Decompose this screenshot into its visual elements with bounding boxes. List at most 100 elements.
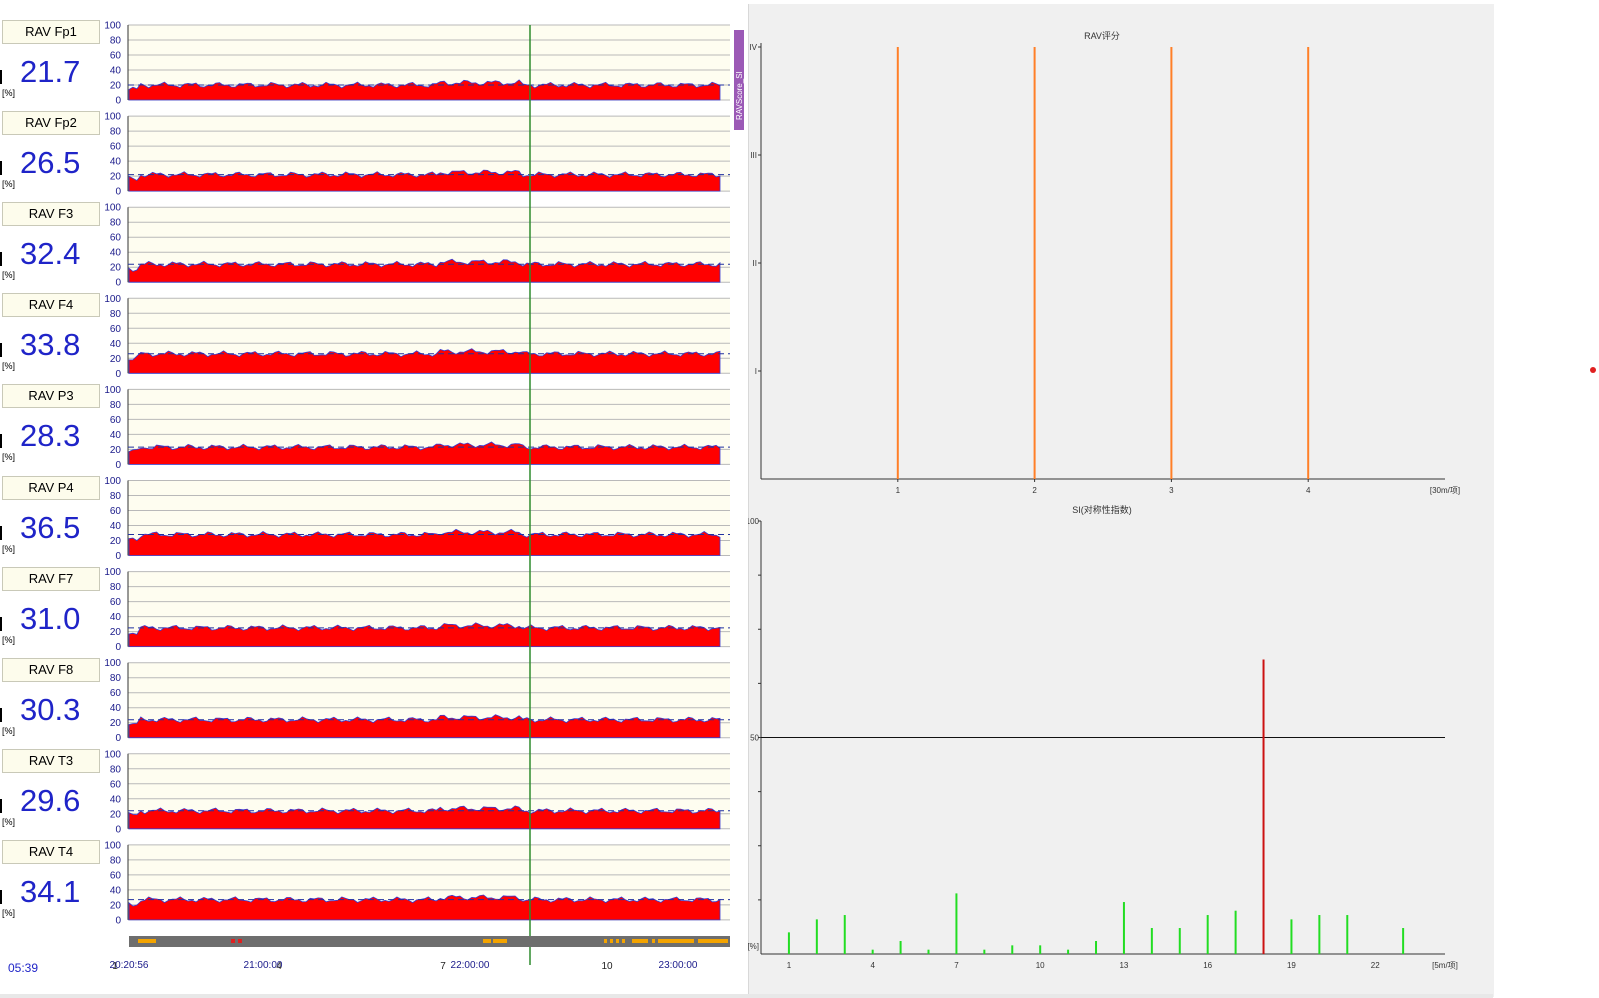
channel-value: 29.6: [20, 782, 81, 818]
channel-unit: [%]: [2, 725, 16, 736]
trace-tick-label: 20: [110, 354, 122, 365]
event-mark: [652, 939, 655, 943]
trace-tick-label: 0: [115, 278, 121, 289]
chart1-x-tick-label: 4: [1306, 486, 1311, 495]
chart1-y-tick-label: I: [755, 367, 757, 376]
time-axis-label: 21:00:00: [244, 960, 283, 971]
chart1-y-tick-label: IV: [749, 43, 757, 52]
trace-tick-label: 60: [110, 324, 122, 335]
trace-tick-label: 40: [110, 430, 122, 441]
trace-tick-label: 20: [110, 263, 122, 274]
trace-tick-label: 60: [110, 51, 122, 62]
trace-tick-label: 100: [104, 476, 121, 487]
chart2-x-tick-label: 16: [1203, 961, 1212, 970]
analysis-charts: RAV评分IVIIIIII1234[30m/项]SI(对称性指数)10050[%…: [748, 31, 1460, 970]
chart2-x-tick-label: 22: [1371, 961, 1380, 970]
event-mark: [632, 939, 648, 943]
channel-label: RAV T3: [2, 748, 100, 773]
trace-tick-label: 0: [115, 642, 121, 653]
channel-value: 30.3: [20, 691, 81, 727]
trace-fill: [128, 258, 721, 283]
channel-value: 34.1: [20, 873, 81, 909]
chart1-title: RAV评分: [1084, 31, 1120, 41]
trace-tick-label: 100: [104, 21, 121, 32]
row-marker: [0, 798, 2, 813]
trace-fill: [128, 894, 721, 921]
channel-unit: [%]: [2, 634, 16, 645]
channel-value: 21.7: [20, 54, 81, 89]
channel-label: RAV P4: [2, 475, 100, 500]
status-strip: [0, 994, 1493, 998]
trace-fill: [128, 169, 721, 192]
trace-tick-label: 100: [104, 294, 121, 305]
trace-tick-label: 60: [110, 506, 122, 517]
trace-tick-label: 80: [110, 582, 122, 593]
side-tab-label: RAVScore_SI: [735, 71, 744, 120]
channel-label: RAV Fp2: [2, 111, 100, 136]
trace-tick-label: 60: [110, 415, 122, 426]
trace-tick-label: 20: [110, 445, 122, 456]
chart2-title: SI(对称性指数): [1072, 504, 1132, 515]
trace-tick-label: 0: [115, 824, 121, 835]
trace-tick-label: 80: [110, 855, 122, 866]
chart2-x-tick-label: 7: [954, 961, 959, 970]
row-marker: [0, 70, 2, 84]
row-marker: [0, 525, 2, 540]
chart1-x-tick-label: 3: [1169, 486, 1174, 495]
channel-value: 26.5: [20, 145, 81, 181]
trace-tick-label: 40: [110, 612, 122, 623]
trace-tick-label: 80: [110, 309, 122, 320]
trace-tick-label: 0: [115, 551, 121, 562]
channel-label: RAV F3: [2, 202, 100, 227]
trace-tick-label: 40: [110, 339, 122, 350]
trace-fill: [128, 622, 721, 647]
trace-tick-label: 100: [104, 658, 121, 669]
row-marker: [0, 889, 2, 904]
trace-tick-label: 60: [110, 870, 122, 881]
chart1-y-tick-label: III: [750, 151, 757, 160]
chart1-y-tick-label: II: [753, 259, 757, 268]
row-marker: [0, 161, 2, 176]
chart2-x-tick-label: 13: [1119, 961, 1128, 970]
time-axis-label: 23:00:00: [659, 960, 698, 971]
trace-tick-label: 20: [110, 809, 122, 820]
row-marker: [0, 616, 2, 631]
chart2-y-tick-label: 50: [750, 734, 759, 743]
event-mark: [604, 939, 607, 943]
channel-value: 36.5: [20, 509, 81, 545]
trace-tick-label: 20: [110, 900, 122, 911]
trace-tick-label: 80: [110, 673, 122, 684]
channel-unit: [%]: [2, 543, 16, 554]
trace-tick-label: 20: [110, 81, 122, 92]
trace-fill: [128, 528, 721, 556]
time-axis-marker: 10: [601, 961, 613, 972]
trace-tick-label: 0: [115, 187, 121, 198]
trace-tick-label: 100: [104, 385, 121, 396]
trace-tick-label: 60: [110, 233, 122, 244]
trace-tick-label: 60: [110, 597, 122, 608]
time-axis-label: 20:20:56: [110, 960, 149, 971]
chart2-y-tick-label: 100: [748, 517, 760, 526]
channel-label: RAV F4: [2, 293, 100, 318]
analysis-panel: [748, 4, 1494, 997]
chart2-y-unit: [%]: [748, 942, 759, 951]
trace-tick-label: 80: [110, 491, 122, 502]
trace-tick-label: 60: [110, 779, 122, 790]
event-mark: [698, 939, 728, 943]
trace-tick-label: 80: [110, 218, 122, 229]
trace-tick-label: 0: [115, 460, 121, 471]
event-mark: [622, 939, 625, 943]
trace-tick-label: 80: [110, 36, 122, 47]
event-mark: [616, 939, 619, 943]
trace-tick-label: 80: [110, 400, 122, 411]
trace-tick-label: 40: [110, 794, 122, 805]
channel-value: 32.4: [20, 236, 81, 272]
trace-tick-label: 100: [104, 749, 121, 760]
trend-traces: 1008060402001008060402001008060402001008…: [104, 21, 744, 972]
trace-tick-label: 100: [104, 840, 121, 851]
event-mark: [610, 939, 613, 943]
channel-unit: [%]: [2, 88, 16, 98]
row-marker: [0, 252, 2, 267]
time-axis-marker: 1: [112, 961, 118, 972]
channel-unit: [%]: [2, 816, 16, 827]
